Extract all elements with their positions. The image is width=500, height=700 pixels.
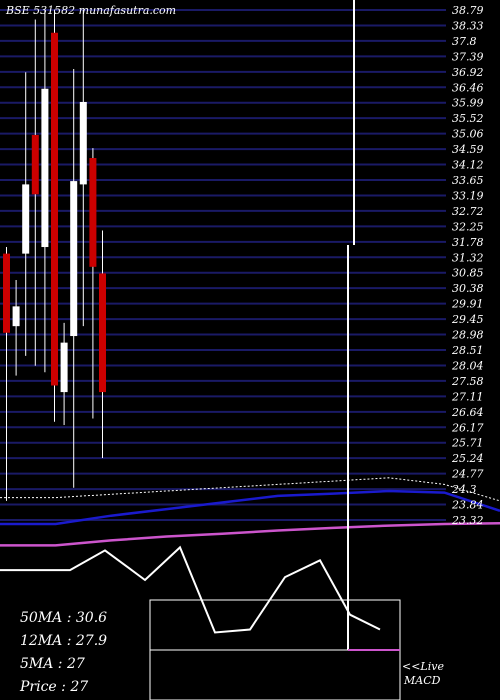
y-tick-label: 34.12 <box>452 159 484 172</box>
y-tick-label: 31.32 <box>452 251 484 264</box>
y-tick-label: 29.45 <box>451 313 484 326</box>
candle-body <box>31 134 39 195</box>
moving-averages-group <box>0 477 500 547</box>
candle-body <box>12 306 20 327</box>
stat-5ma: 5MA : 27 <box>20 656 85 672</box>
y-tick-label: 38.79 <box>452 4 484 17</box>
y-tick-label: 26.17 <box>451 421 484 434</box>
grid-lines <box>0 9 446 521</box>
y-axis: 38.79 38.33 37.8 37.39 36.92 36.46 35.99 35.52 3… <box>451 4 484 527</box>
y-tick-label: 32.72 <box>452 205 484 218</box>
candle-body <box>99 273 106 393</box>
y-tick-label: 28.51 <box>451 344 484 357</box>
ma-blue-line <box>0 489 500 526</box>
live-label[interactable]: <<Live <box>402 660 444 673</box>
y-tick-label: 30.38 <box>452 282 484 295</box>
candles-group <box>3 9 106 501</box>
y-tick-label: 36.92 <box>452 66 484 79</box>
y-tick-label: 37.8 <box>452 35 477 48</box>
stat-price: Price : 27 <box>19 679 88 695</box>
y-tick-label: 31.78 <box>452 236 484 249</box>
y-tick-label: 23.32 <box>451 514 484 527</box>
y-tick-label: 30.85 <box>452 267 484 280</box>
y-tick-label: 33.19 <box>452 189 484 202</box>
y-tick-label: 25.71 <box>451 437 484 450</box>
candle-body <box>22 184 30 254</box>
y-tick-label: 38.33 <box>452 19 484 32</box>
y-tick-label: 34.59 <box>452 143 484 156</box>
stat-12ma: 12MA : 27.9 <box>20 633 107 649</box>
candle-body <box>3 253 10 333</box>
y-tick-label: 37.39 <box>452 50 484 63</box>
y-tick-label: 24.77 <box>451 468 484 481</box>
candle-body <box>51 32 58 386</box>
candle-body <box>70 181 78 337</box>
y-tick-label: 24.3 <box>451 483 477 496</box>
y-tick-label: 35.06 <box>452 128 484 141</box>
y-tick-label: 27.11 <box>451 390 484 403</box>
y-tick-label: 28.98 <box>451 329 484 342</box>
candle-body <box>41 88 49 248</box>
macd-group <box>0 0 400 651</box>
y-tick-label: 32.25 <box>452 220 484 233</box>
y-tick-label: 36.46 <box>452 81 484 94</box>
y-tick-label: 26.64 <box>451 406 484 419</box>
candle-body <box>89 158 97 267</box>
y-tick-label: 28.04 <box>451 359 484 372</box>
y-tick-label: 27.58 <box>451 375 484 388</box>
y-tick-label: 29.91 <box>451 298 484 311</box>
y-tick-label: 35.99 <box>452 97 484 110</box>
stat-50ma: 50MA : 30.6 <box>20 610 107 626</box>
candle-body <box>79 101 87 185</box>
header-title: BSE 531582 munafasutra.com <box>5 4 176 17</box>
y-tick-label: 23.84 <box>451 499 484 512</box>
macd-label: MACD <box>403 674 441 687</box>
y-tick-label: 25.24 <box>451 452 484 465</box>
ma-magenta-line <box>0 522 500 547</box>
y-tick-label: 33.65 <box>452 174 484 187</box>
y-tick-label: 35.52 <box>452 112 484 125</box>
ma-dotted-line <box>0 477 500 502</box>
candle-body <box>60 342 68 393</box>
macd-line <box>0 545 381 634</box>
